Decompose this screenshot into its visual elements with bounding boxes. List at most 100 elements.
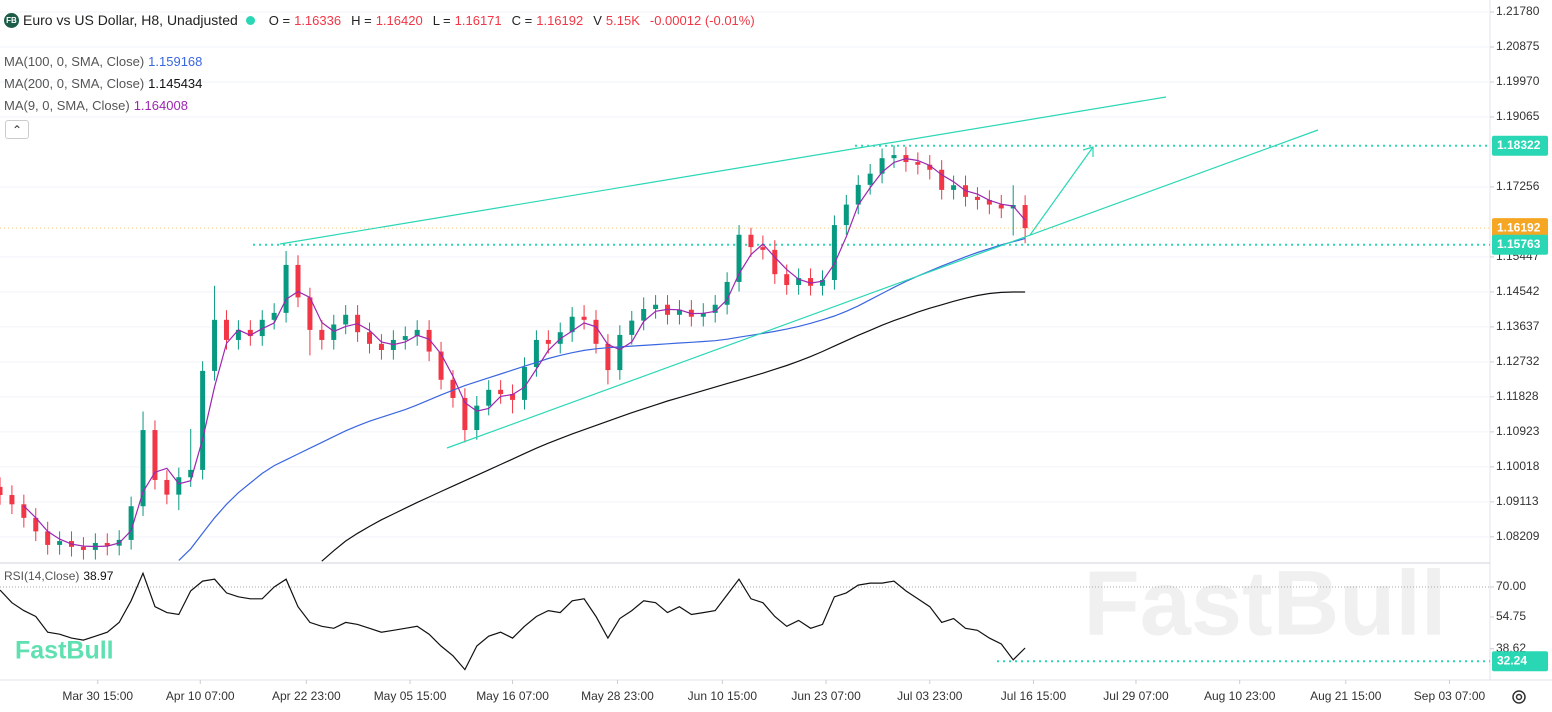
candle-body	[867, 173, 873, 185]
candle-body	[104, 542, 110, 546]
candle-body	[223, 319, 229, 340]
candle-body	[450, 379, 456, 398]
candle-body	[259, 319, 265, 337]
candle-body	[545, 339, 551, 344]
candle-body	[57, 541, 63, 545]
candle-body	[438, 351, 444, 380]
candle-body	[331, 324, 337, 340]
candle-body	[700, 312, 706, 317]
candle-body	[521, 367, 527, 400]
x-tick-label: May 05 15:00	[374, 689, 447, 703]
candle-body	[819, 280, 825, 286]
x-tick-label: Sep 03 07:00	[1414, 689, 1486, 703]
candle-body	[474, 405, 480, 431]
y-tick-label: 70.00	[1496, 579, 1526, 593]
candle-body	[33, 517, 39, 532]
y-tick-label: 1.12732	[1496, 354, 1540, 368]
price-label: 1.15763	[1497, 237, 1541, 251]
indicator-line	[0, 571, 1026, 671]
x-tick-label: Mar 30 15:00	[62, 689, 133, 703]
trend-line	[446, 129, 1319, 449]
candle-body	[629, 320, 635, 335]
candle-body	[128, 506, 134, 540]
candle-body	[927, 164, 933, 170]
arrow-line	[1029, 146, 1094, 236]
candle-body	[891, 155, 897, 159]
indicator-line	[178, 238, 1026, 561]
x-tick-label: May 28 23:00	[581, 689, 654, 703]
trend-line	[279, 96, 1167, 245]
quote-key: V	[593, 12, 602, 28]
y-tick-label: 1.09113	[1496, 494, 1539, 508]
symbol-name: Euro vs US Dollar, H8, Unadjusted	[23, 12, 238, 28]
y-tick-label: 1.10923	[1496, 424, 1540, 438]
quote-value: 5.15K	[605, 12, 640, 28]
y-tick-label: 54.75	[1496, 609, 1526, 623]
candle-body	[831, 225, 837, 280]
quote-value: 1.16171	[454, 12, 502, 28]
candle-body	[974, 196, 980, 200]
legend-row: MA(200, 0, SMA, Close) 1.145434	[4, 72, 202, 94]
settings-icon[interactable]	[1512, 690, 1526, 704]
candle-body	[283, 264, 289, 313]
candle-body	[748, 234, 754, 248]
candle-body	[593, 319, 599, 344]
candle-body	[462, 397, 468, 431]
legend-name: MA(200, 0, SMA, Close)	[4, 75, 145, 91]
legend-value: 1.145434	[148, 75, 203, 91]
quote-key: H =	[351, 12, 372, 28]
candle-body	[569, 316, 575, 333]
quote-key: O =	[268, 12, 291, 28]
change: -0.00012 (-0.01%)	[649, 12, 755, 28]
candle-body	[247, 329, 253, 337]
candle-body	[676, 309, 682, 315]
candle-body	[176, 477, 182, 495]
y-tick-label: 1.13637	[1496, 319, 1540, 333]
header: FB Euro vs US Dollar, H8, Unadjusted O =…	[4, 12, 755, 28]
price-label: 1.16192	[1497, 220, 1541, 234]
legend-name: MA(100, 0, SMA, Close)	[4, 53, 145, 69]
x-tick-label: Jun 23 07:00	[791, 689, 861, 703]
candle-body	[188, 469, 194, 478]
x-tick-label: May 16 07:00	[476, 689, 549, 703]
candle-body	[212, 319, 218, 371]
y-tick-label: 1.14542	[1496, 284, 1540, 298]
candle-body	[402, 336, 408, 340]
candle-body	[510, 394, 516, 400]
status-dot	[245, 15, 255, 25]
y-tick-label: 1.19065	[1496, 109, 1540, 123]
candle-body	[21, 504, 27, 518]
legend-name: RSI(14,Close)	[4, 569, 80, 583]
quotes: O = 1.16336 H = 1.16420 L = 1.16171 C = 1.16192…	[263, 13, 640, 28]
candle-body	[760, 247, 766, 250]
candle-body	[140, 430, 146, 507]
watermark: FastBull	[1084, 552, 1447, 654]
candle-body	[605, 343, 611, 371]
x-tick-label: Jul 03 23:00	[897, 689, 963, 703]
price-label: 1.18322	[1497, 138, 1541, 152]
candle-body	[736, 234, 742, 282]
candle-body	[808, 278, 814, 286]
quote-key: L =	[432, 12, 451, 28]
price-label-bg	[1492, 135, 1548, 156]
y-tick-label: 1.19970	[1496, 74, 1540, 88]
candle-body	[152, 430, 158, 480]
quote-value: 1.16420	[375, 12, 423, 28]
candle-body	[784, 274, 790, 286]
candle-body	[319, 329, 325, 340]
candle-body	[772, 249, 778, 275]
y-tick-label: 1.11828	[1496, 389, 1539, 403]
quote-key: C =	[511, 12, 533, 28]
symbol-logo: FB	[4, 12, 19, 28]
candle-body	[939, 169, 945, 190]
candle-body	[295, 264, 301, 298]
candle-body	[724, 281, 730, 305]
candle-body	[1022, 204, 1028, 229]
x-tick-label: Jul 16 15:00	[1001, 689, 1067, 703]
collapse-button[interactable]: ⌃	[5, 120, 29, 139]
brand-logo: FastBull	[15, 637, 114, 665]
candle-body	[307, 297, 313, 330]
candle-body	[367, 332, 373, 344]
x-tick-label: Jun 10 15:00	[688, 689, 758, 703]
y-tick-label: 1.21780	[1496, 4, 1540, 18]
